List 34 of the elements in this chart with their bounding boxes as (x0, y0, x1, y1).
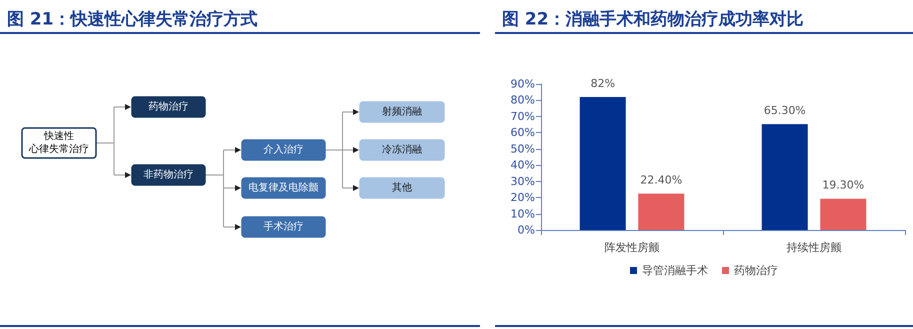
text: 冷冻消融 (382, 144, 422, 156)
y-tick-label: 20% (510, 191, 535, 204)
data-label: 65.30% (764, 104, 806, 118)
y-tick-label: 30% (510, 174, 535, 188)
y-tick-label: 70% (510, 110, 535, 123)
bar (638, 194, 684, 230)
text: 介入治疗 (264, 144, 304, 156)
y-tick-label: 60% (510, 126, 535, 140)
text: 非药物治疗 (144, 168, 194, 180)
y-tick-label: 50% (510, 142, 535, 156)
y-tick-label: 80% (510, 94, 535, 107)
y-tick-label: 10% (510, 207, 535, 220)
legend-label: 药物治疗 (734, 264, 778, 277)
bar (762, 124, 808, 230)
bar (820, 198, 866, 230)
data-label: 22.40% (640, 174, 682, 187)
text: 其他 (392, 182, 412, 194)
data-label: 19.30% (822, 178, 864, 192)
text: 心律失常治疗 (28, 143, 89, 155)
text: 图 21：快速性心律失常治疗方式 (7, 10, 258, 30)
y-tick-label: 40% (510, 158, 535, 172)
data-label: 82% (590, 76, 616, 90)
text: 手术治疗 (264, 220, 304, 232)
text: 电复律及电除颤 (248, 182, 318, 194)
text: 射频消融 (382, 106, 422, 118)
legend-label: 导管消融手术 (642, 264, 708, 277)
chart-title: 图 22：消融手术和药物治疗成功率对比 (502, 10, 804, 30)
x-tick-label: 持续性房颤 (786, 241, 842, 254)
text: 药物治疗 (148, 100, 188, 112)
y-tick-label: 90% (510, 78, 535, 90)
text: 快速性 (43, 130, 74, 142)
y-tick-label: 0% (518, 224, 535, 236)
bar (580, 96, 626, 230)
x-tick-label: 阵发性房颤 (604, 241, 660, 254)
